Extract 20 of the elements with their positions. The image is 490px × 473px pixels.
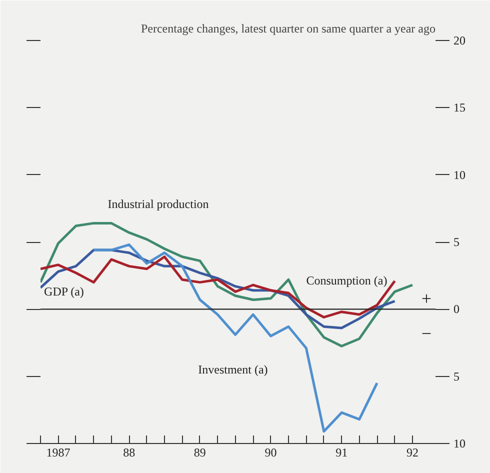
y-tick-label: 5 (454, 369, 460, 384)
x-tick-label: 91 (336, 446, 348, 460)
x-tick-label: 90 (264, 446, 277, 460)
series-label: Consumption (a) (306, 274, 388, 288)
series-label: GDP (a) (44, 284, 84, 298)
x-tick-label: 1987 (46, 446, 70, 460)
y-tick-label: 10 (454, 168, 466, 182)
chart-title: Percentage changes, latest quarter on same quarter a year ago (140, 22, 436, 36)
text: Investment (a) (198, 362, 268, 376)
y-tick-label: 5 (454, 235, 460, 249)
y-tick-label: 15 (454, 100, 466, 115)
annotation: − (421, 323, 432, 344)
x-tick-label: 88 (123, 446, 136, 460)
y-tick-label: 20 (454, 34, 466, 48)
x-tick-label: 89 (194, 446, 206, 460)
series-label: Industrial production (108, 197, 209, 212)
x-tick-label: 92 (406, 446, 418, 460)
annotation: + (421, 288, 432, 308)
y-tick-label: 10 (454, 436, 466, 450)
y-tick-label: 0 (454, 302, 460, 316)
